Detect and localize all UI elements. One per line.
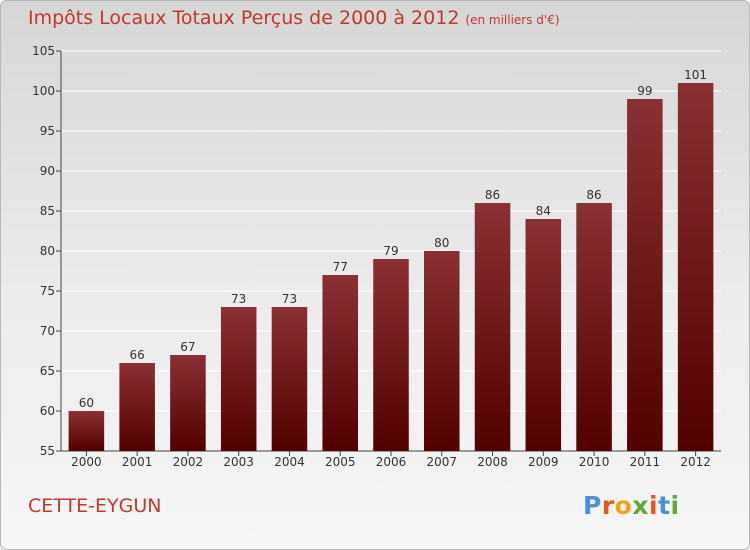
y-tick-label: 95 [40, 124, 55, 138]
data-label: 60 [79, 396, 94, 410]
x-tick-label: 2002 [173, 455, 204, 469]
data-label: 84 [536, 204, 551, 218]
logo-letter: t [658, 491, 671, 520]
data-label: 86 [586, 188, 601, 202]
bar [322, 275, 358, 451]
data-label: 99 [637, 84, 652, 98]
town-name: CETTE-EYGUN [28, 495, 162, 517]
bar [424, 251, 460, 451]
data-label: 77 [333, 260, 348, 274]
y-tick-labels: 55 60 65 70 75 80 85 90 95 100 105 [32, 44, 55, 458]
y-tick-label: 80 [40, 244, 55, 258]
data-label: 86 [485, 188, 500, 202]
bars [68, 83, 714, 451]
logo-letter: o [614, 491, 633, 520]
bar [271, 307, 308, 451]
logo-letter: P [583, 491, 602, 520]
bar [474, 203, 511, 451]
x-tick-label: 2004 [274, 455, 305, 469]
x-tick-label: 2007 [426, 455, 457, 469]
x-tick-label: 2012 [680, 455, 711, 469]
logo-letter: i [649, 491, 659, 520]
logo-letter: x [632, 491, 649, 520]
x-tick-label: 2005 [325, 455, 356, 469]
data-label: 80 [434, 236, 449, 250]
y-tick-label: 70 [40, 324, 55, 338]
chart-title: Impôts Locaux Totaux Perçus de 2000 à 20… [28, 7, 560, 29]
x-tick-label: 2000 [71, 455, 102, 469]
x-tick-label: 2006 [376, 455, 407, 469]
data-label: 73 [282, 292, 297, 306]
x-tick-labels: 2000 2001 2002 2003 2004 2005 2006 2007 2008 2009… [71, 451, 711, 469]
bar [677, 83, 714, 451]
y-tick-label: 75 [40, 284, 55, 298]
y-tick-label: 60 [40, 404, 55, 418]
data-labels: 60 66 67 73 73 77 79 80 86 84 86 99 101 [79, 68, 707, 410]
logo-letter: i [670, 491, 680, 520]
y-tick-label: 100 [32, 84, 55, 98]
chart-subtitle: (en milliers d'€) [465, 13, 560, 27]
y-tick-label: 90 [40, 164, 55, 178]
x-tick-label: 2009 [528, 455, 559, 469]
bar [170, 355, 206, 451]
y-tick-label: 55 [40, 444, 55, 458]
data-label: 79 [383, 244, 398, 258]
bar [68, 411, 105, 451]
bar [627, 99, 663, 451]
bar [220, 307, 257, 451]
proxiti-logo: Proxiti [583, 491, 680, 520]
x-tick-label: 2001 [122, 455, 153, 469]
bar [576, 203, 612, 451]
chart-title-text: Impôts Locaux Totaux Perçus de 2000 à 20… [28, 7, 460, 29]
x-tick-label: 2010 [579, 455, 610, 469]
x-tick-label: 2008 [477, 455, 508, 469]
logo-letter: r [601, 491, 615, 520]
x-tick-label: 2003 [223, 455, 254, 469]
bar [525, 219, 562, 451]
bar [373, 259, 409, 451]
x-tick-label: 2011 [630, 455, 661, 469]
bar [119, 363, 155, 451]
y-tick-label: 65 [40, 364, 55, 378]
data-label: 101 [684, 68, 707, 82]
y-tick-label: 85 [40, 204, 55, 218]
y-tick-label: 105 [32, 44, 55, 58]
data-label: 67 [180, 340, 195, 354]
data-label: 66 [130, 348, 145, 362]
data-label: 73 [231, 292, 246, 306]
